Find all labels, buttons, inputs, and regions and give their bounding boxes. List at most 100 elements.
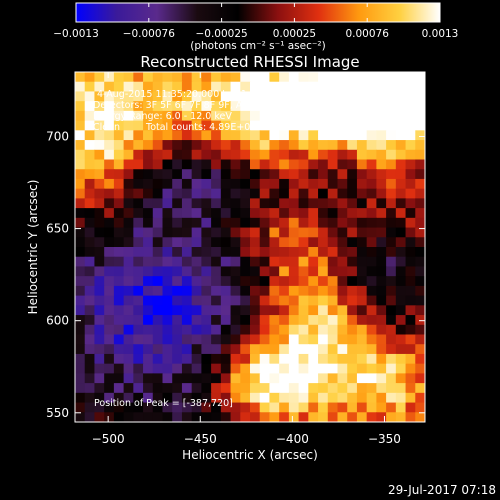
heatmap-cell — [181, 72, 193, 83]
heatmap-cell — [395, 412, 407, 422]
heatmap-cell — [181, 373, 193, 384]
heatmap-cell — [191, 227, 202, 238]
heatmap-cell — [259, 334, 271, 345]
heatmap-cell — [172, 402, 183, 413]
heatmap-cell — [220, 276, 232, 287]
heatmap-cell — [230, 315, 241, 326]
heatmap-cell — [133, 159, 144, 170]
heatmap-cell — [395, 353, 407, 365]
heatmap-cell — [395, 285, 407, 297]
heatmap-cell — [75, 353, 86, 365]
heatmap-cell — [172, 392, 183, 404]
heatmap-cell — [240, 188, 251, 199]
heatmap-cell — [211, 285, 222, 297]
heatmap-cell — [327, 169, 339, 180]
heatmap-cell — [133, 217, 144, 229]
heatmap-cell — [376, 266, 387, 277]
heatmap-cell — [279, 149, 290, 161]
heatmap-cell — [386, 227, 397, 238]
heatmap-cell — [172, 256, 183, 268]
heatmap-cell — [152, 392, 164, 404]
heatmap-cell — [386, 149, 397, 161]
heatmap-cell — [113, 217, 125, 229]
heatmap-cell — [94, 130, 105, 141]
heatmap-cell — [288, 217, 300, 229]
heatmap-cell — [220, 383, 232, 394]
heatmap-cell — [84, 169, 96, 180]
heatmap-cell — [269, 353, 280, 365]
heatmap-cell — [104, 130, 115, 141]
heatmap-cell — [220, 295, 232, 306]
heatmap-cell — [123, 402, 134, 413]
heatmap-cell — [84, 227, 96, 238]
heatmap-cell — [133, 285, 144, 297]
heatmap-cell — [366, 217, 377, 229]
x-tick-label: −500 — [92, 432, 125, 446]
heatmap-cell — [327, 81, 339, 93]
heatmap-cell — [347, 392, 358, 404]
heatmap-cell — [347, 276, 358, 287]
heatmap-cell — [94, 217, 105, 229]
heatmap-image — [75, 72, 425, 422]
heatmap-cell — [133, 120, 144, 131]
heatmap-cell — [395, 169, 407, 180]
heatmap-cell — [288, 295, 300, 306]
heatmap-cell — [298, 256, 309, 268]
heatmap-cell — [415, 305, 425, 316]
heatmap-cell — [220, 237, 232, 248]
heatmap-cell — [211, 412, 222, 422]
footer-timestamp: 29-Jul-2017 07:18 — [388, 483, 496, 497]
heatmap-cell — [395, 81, 407, 93]
heatmap-cell — [201, 81, 212, 93]
heatmap-cell — [327, 91, 339, 102]
heatmap-cell — [386, 208, 397, 219]
heatmap-cell — [405, 120, 416, 131]
heatmap-cell — [220, 120, 232, 131]
heatmap-cell — [143, 169, 154, 180]
heatmap-cell — [230, 198, 241, 209]
heatmap-cell — [337, 140, 348, 151]
heatmap-cell — [113, 315, 125, 326]
heatmap-cell — [259, 208, 271, 219]
heatmap-cell — [318, 324, 329, 336]
heatmap-cell — [288, 334, 300, 345]
heatmap-cell — [133, 315, 144, 326]
heatmap-cell — [84, 266, 96, 277]
heatmap-cell — [337, 178, 348, 190]
heatmap-cell — [230, 353, 241, 365]
heatmap-cell — [259, 402, 271, 413]
heatmap-cell — [269, 72, 280, 83]
heatmap-cell — [376, 81, 387, 93]
heatmap-cell — [152, 363, 164, 374]
heatmap-cell — [133, 353, 144, 365]
heatmap-cell — [298, 383, 309, 394]
heatmap-cell — [269, 188, 280, 199]
heatmap-cell — [172, 120, 183, 131]
heatmap-cell — [395, 237, 407, 248]
heatmap-cell — [94, 344, 105, 355]
heatmap-cell — [113, 110, 125, 122]
heatmap-cell — [327, 363, 339, 374]
heatmap-cell — [405, 247, 416, 258]
heatmap-cell — [230, 256, 241, 268]
heatmap-cell — [123, 130, 134, 141]
heatmap-cell — [220, 169, 232, 180]
heatmap-cell — [211, 227, 222, 238]
annotation-counts: Total counts: 4.89E+04 — [145, 122, 256, 133]
heatmap-cell — [318, 305, 329, 316]
heatmap-cell — [288, 237, 300, 248]
heatmap-cell — [75, 178, 86, 190]
heatmap-cell — [172, 188, 183, 199]
heatmap-cell — [376, 305, 387, 316]
heatmap-cell — [298, 198, 309, 209]
heatmap-cell — [113, 324, 125, 336]
heatmap-cell — [376, 363, 387, 374]
heatmap-cell — [415, 256, 425, 268]
heatmap-cell — [75, 72, 86, 83]
heatmap-cell — [240, 353, 251, 365]
heatmap-cell — [143, 178, 154, 190]
heatmap-cell — [191, 91, 202, 102]
heatmap-cell — [356, 315, 368, 326]
heatmap-cell — [337, 324, 348, 336]
heatmap-cell — [298, 266, 309, 277]
